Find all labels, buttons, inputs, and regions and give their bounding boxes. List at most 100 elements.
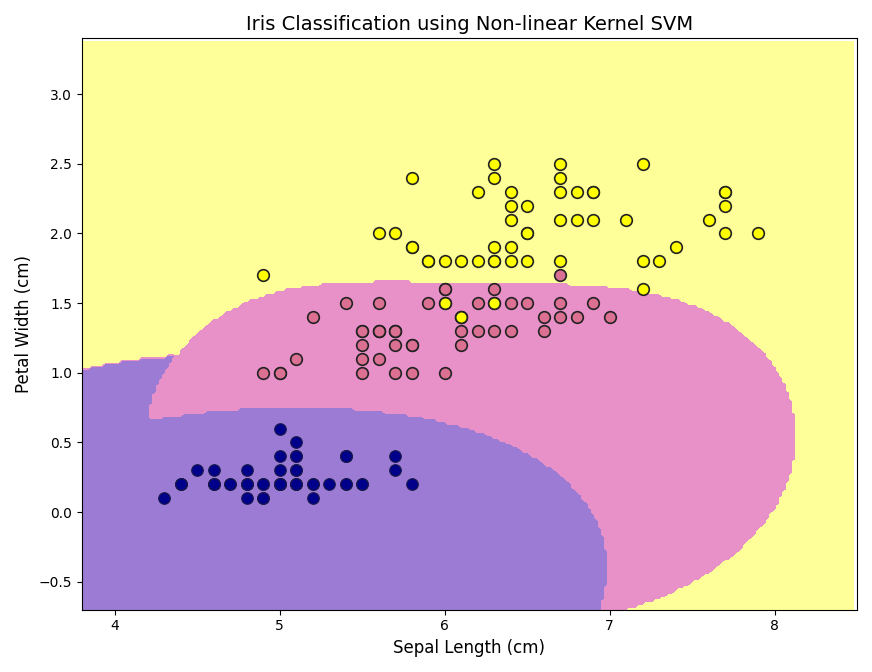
- Point: [586, 214, 600, 225]
- Point: [388, 451, 402, 462]
- Point: [273, 479, 287, 490]
- Point: [256, 479, 270, 490]
- Point: [405, 339, 419, 350]
- Point: [223, 479, 237, 490]
- Point: [702, 214, 716, 225]
- Point: [636, 284, 650, 294]
- Point: [405, 242, 419, 253]
- Point: [553, 214, 567, 225]
- Point: [223, 479, 237, 490]
- Point: [306, 479, 320, 490]
- Point: [487, 326, 501, 337]
- Point: [290, 353, 303, 364]
- Point: [240, 479, 254, 490]
- Y-axis label: Petal Width (cm): Petal Width (cm): [15, 255, 33, 393]
- Point: [306, 479, 320, 490]
- Point: [338, 298, 352, 308]
- Point: [438, 368, 452, 378]
- Point: [487, 159, 501, 169]
- Point: [454, 312, 468, 323]
- Point: [553, 172, 567, 183]
- Point: [290, 465, 303, 476]
- Point: [669, 242, 683, 253]
- Point: [520, 228, 534, 239]
- Point: [388, 326, 402, 337]
- Point: [338, 479, 352, 490]
- Point: [388, 228, 402, 239]
- Point: [504, 214, 518, 225]
- Point: [355, 326, 369, 337]
- Point: [290, 465, 303, 476]
- Point: [388, 465, 402, 476]
- Point: [405, 172, 419, 183]
- X-axis label: Sepal Length (cm): Sepal Length (cm): [393, 639, 545, 657]
- Point: [421, 298, 435, 308]
- Point: [405, 242, 419, 253]
- Point: [256, 368, 270, 378]
- Point: [290, 451, 303, 462]
- Point: [471, 298, 485, 308]
- Point: [569, 214, 583, 225]
- Point: [553, 186, 567, 197]
- Point: [338, 451, 352, 462]
- Point: [256, 479, 270, 490]
- Point: [586, 298, 600, 308]
- Point: [355, 479, 369, 490]
- Point: [520, 256, 534, 267]
- Point: [207, 479, 221, 490]
- Point: [273, 479, 287, 490]
- Point: [504, 256, 518, 267]
- Point: [487, 242, 501, 253]
- Point: [553, 159, 567, 169]
- Point: [536, 312, 550, 323]
- Point: [388, 339, 402, 350]
- Point: [438, 298, 452, 308]
- Point: [290, 479, 303, 490]
- Point: [603, 312, 617, 323]
- Point: [718, 200, 732, 211]
- Point: [355, 339, 369, 350]
- Point: [553, 298, 567, 308]
- Point: [586, 186, 600, 197]
- Point: [504, 200, 518, 211]
- Point: [306, 312, 320, 323]
- Point: [273, 479, 287, 490]
- Point: [388, 368, 402, 378]
- Point: [240, 465, 254, 476]
- Point: [405, 368, 419, 378]
- Point: [718, 186, 732, 197]
- Point: [355, 353, 369, 364]
- Point: [487, 172, 501, 183]
- Point: [438, 298, 452, 308]
- Point: [553, 270, 567, 281]
- Point: [273, 451, 287, 462]
- Point: [405, 479, 419, 490]
- Point: [520, 228, 534, 239]
- Point: [718, 186, 732, 197]
- Point: [273, 423, 287, 434]
- Point: [338, 479, 352, 490]
- Point: [290, 479, 303, 490]
- Point: [388, 326, 402, 337]
- Point: [504, 298, 518, 308]
- Point: [306, 493, 320, 503]
- Point: [371, 298, 385, 308]
- Point: [553, 312, 567, 323]
- Point: [438, 284, 452, 294]
- Point: [487, 256, 501, 267]
- Point: [471, 326, 485, 337]
- Point: [619, 214, 633, 225]
- Point: [652, 256, 666, 267]
- Point: [454, 312, 468, 323]
- Point: [504, 186, 518, 197]
- Point: [636, 256, 650, 267]
- Point: [751, 228, 765, 239]
- Point: [240, 479, 254, 490]
- Point: [207, 465, 221, 476]
- Point: [240, 479, 254, 490]
- Point: [438, 256, 452, 267]
- Point: [207, 479, 221, 490]
- Point: [174, 479, 187, 490]
- Point: [256, 493, 270, 503]
- Point: [371, 326, 385, 337]
